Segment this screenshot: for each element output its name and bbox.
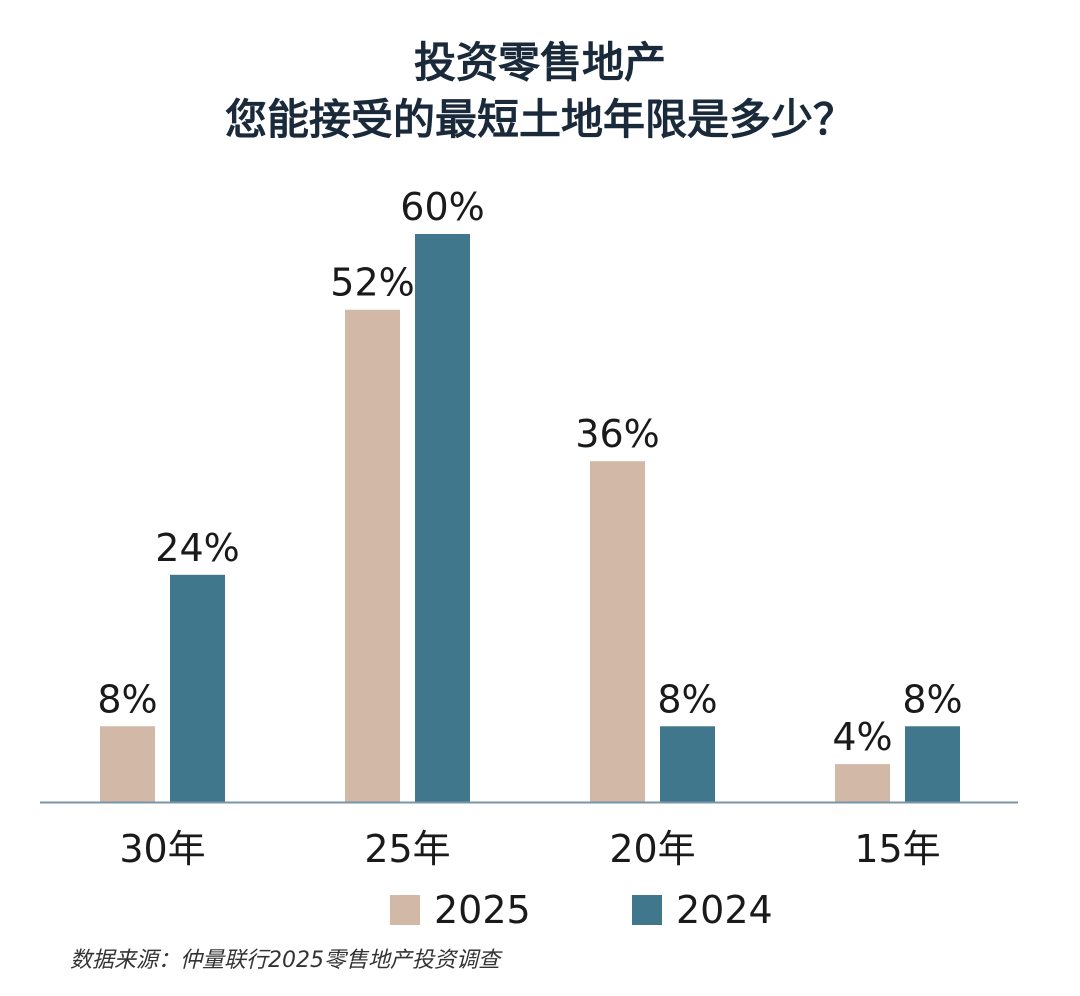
- data-labels-layer: 8%24%52%60%36%8%4%8%: [97, 185, 962, 759]
- chart-title-line-1: 投资零售地产: [413, 38, 666, 87]
- data-label-2024-2: 8%: [657, 677, 717, 721]
- legend-item-2024: 2024: [632, 888, 773, 932]
- chart-title-line-2: 您能接受的最短土地年限是多少？: [224, 95, 855, 144]
- legend-label-2024: 2024: [676, 888, 773, 932]
- category-label-3: 15年: [854, 827, 940, 871]
- data-label-2024-1: 60%: [400, 185, 484, 229]
- bar-2024-0: [170, 574, 225, 802]
- bar-2024-1: [415, 234, 470, 802]
- bar-2024-2: [660, 726, 715, 802]
- bar-2024-3: [905, 726, 960, 802]
- data-label-2024-3: 8%: [902, 677, 962, 721]
- data-label-2025-3: 4%: [832, 715, 892, 759]
- data-label-2025-2: 36%: [575, 412, 659, 456]
- bar-2025-0: [100, 726, 155, 802]
- category-label-1: 25年: [364, 827, 450, 871]
- legend-label-2025: 2025: [434, 888, 531, 932]
- category-label-2: 20年: [609, 827, 695, 871]
- data-label-2024-0: 24%: [155, 526, 239, 570]
- bars-layer: [100, 234, 960, 802]
- bar-2025-3: [835, 764, 890, 802]
- bar-chart: 8%24%52%60%36%8%4%8% 30年 25年 20年 15年: [40, 185, 1018, 871]
- data-label-2025-1: 52%: [330, 261, 414, 305]
- legend-item-2025: 2025: [390, 888, 531, 932]
- legend-swatch-2024: [632, 895, 662, 925]
- bar-2025-2: [590, 461, 645, 802]
- bar-2025-1: [345, 309, 400, 802]
- legend: 2025 2024: [0, 888, 1080, 932]
- legend-swatch-2025: [390, 895, 420, 925]
- category-labels-layer: 30年 25年 20年 15年: [119, 827, 940, 871]
- category-label-0: 30年: [119, 827, 205, 871]
- source-note: 数据来源：仲量联行2025零售地产投资调查: [70, 948, 500, 973]
- data-label-2025-0: 8%: [97, 677, 157, 721]
